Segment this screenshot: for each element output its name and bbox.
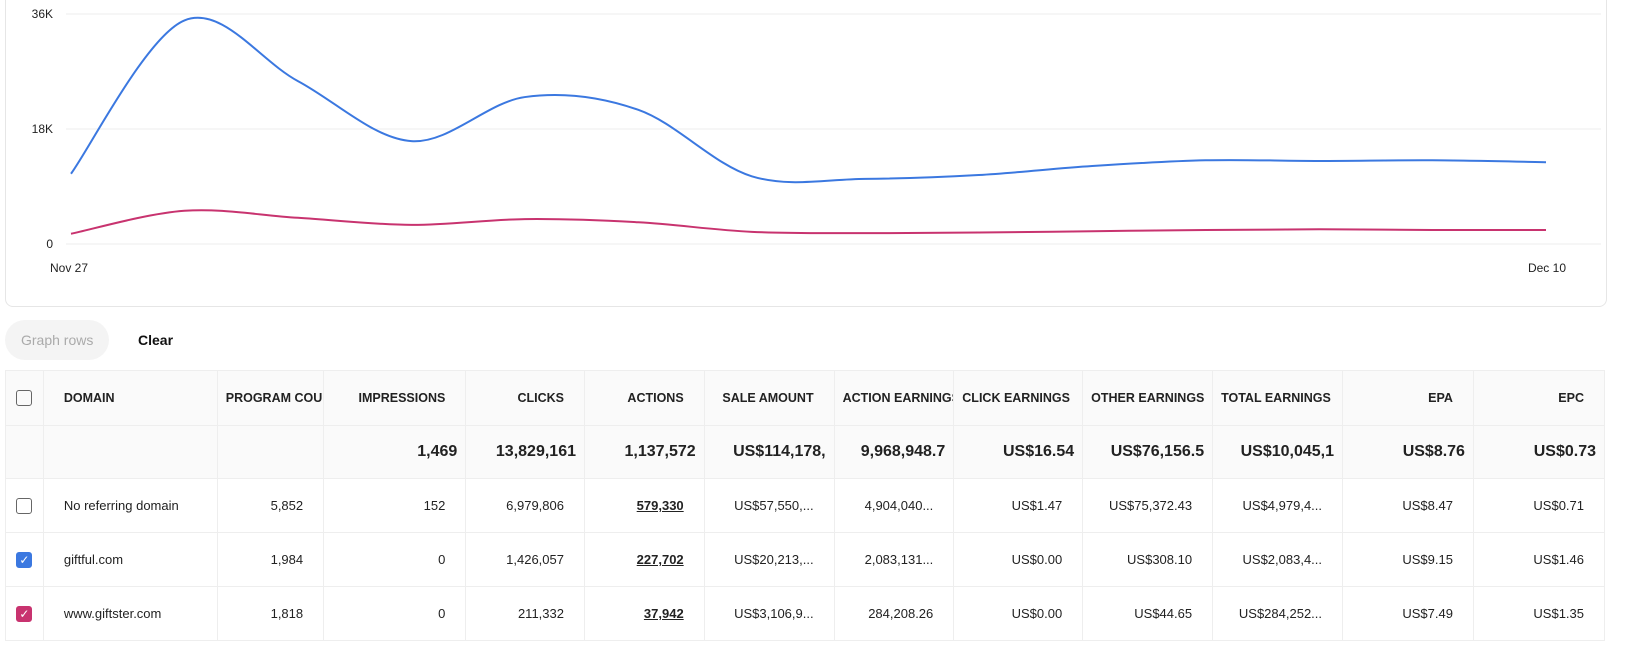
table-cell: www.giftster.com [42,586,218,641]
actions-link-text[interactable]: 227,702 [636,552,684,567]
select-all-checkbox[interactable] [5,370,44,426]
table-cell: 6,979,806 [465,478,585,533]
column-header-clicks[interactable]: CLICKS [465,370,585,426]
table-cell: US$1.46 [1472,532,1606,587]
row-checkbox[interactable] [5,478,44,533]
series-line-1 [70,209,1547,235]
table-cell: US$75,372.43 [1082,478,1214,533]
table-cell: 5,852 [216,478,325,533]
table-cell: 2,083,131... [833,532,955,587]
table-cell: US$7.49 [1342,586,1474,641]
total-cell: 9,968,948.7 [833,425,955,479]
column-header-other-earnings[interactable]: OTHER EARNINGS [1082,370,1214,426]
table-cell: US$284,252... [1212,586,1344,641]
x-tick-label: Nov 27 [50,261,88,275]
column-header-click-earnings[interactable]: CLICK EARNINGS [953,370,1084,426]
table-cell: 1,426,057 [465,532,585,587]
column-header-epc[interactable]: EPC [1472,370,1606,426]
total-cell: 1,469 [323,425,467,479]
table-cell: US$1.35 [1472,586,1606,641]
table-cell: US$2,083,4... [1212,532,1344,587]
table-cell: giftful.com [42,532,218,587]
column-header-program-count[interactable]: PROGRAM COUNT [216,370,325,426]
x-tick-label: Dec 10 [1528,261,1566,275]
graph-rows-button[interactable]: Graph rows [5,320,110,360]
table-row: ✓ www.giftster.com 1,818 0 211,332 37,942 US$3… [5,586,1606,641]
table-cell: 1,818 [216,586,325,641]
actions-link[interactable]: 227,702 [583,532,705,587]
line-chart: 36K 18K 0 Nov 27 Dec 10 [32,7,1601,275]
table-row: ✓ giftful.com 1,984 0 1,426,057 227,702 US$20,… [5,532,1606,587]
table-cell: US$57,550,... [703,478,835,533]
table-cell: 211,332 [465,586,585,641]
table-cell: 4,904,040... [833,478,955,533]
table-cell: US$8.47 [1342,478,1474,533]
table-cell: 0 [323,586,467,641]
total-cell: US$114,178, [703,425,835,479]
actions-link[interactable]: 37,942 [583,586,705,641]
column-header-total-earnings[interactable]: TOTAL EARNINGS [1212,370,1344,426]
y-tick-label: 18K [32,122,53,136]
y-tick-label: 36K [32,7,53,21]
table-cell: US$0.71 [1472,478,1606,533]
actions-link[interactable]: 579,330 [583,478,705,533]
table-cell: US$308.10 [1082,532,1214,587]
table-cell: US$9.15 [1342,532,1474,587]
table-cell: US$1.47 [953,478,1084,533]
column-header-sale-amount[interactable]: SALE AMOUNT [703,370,835,426]
column-header-impressions[interactable]: IMPRESSIONS [323,370,467,426]
total-cell: US$10,045,1 [1212,425,1344,479]
table-cell: 284,208.26 [833,586,955,641]
actions-link-text[interactable]: 579,330 [636,498,684,513]
table-cell: 152 [323,478,467,533]
table-cell: US$44.65 [1082,586,1214,641]
table-cell: US$20,213,... [703,532,835,587]
table-cell: US$3,106,9... [703,586,835,641]
chart-card: 36K 18K 0 Nov 27 Dec 10 [5,0,1607,307]
total-cell: 13,829,161 [465,425,585,479]
table-cell: US$0.00 [953,532,1084,587]
column-header-action-earnings[interactable]: ACTION EARNINGS [833,370,955,426]
total-cell: US$16.54 [953,425,1084,479]
series-line-0 [70,16,1547,184]
total-cell: US$0.73 [1472,425,1606,479]
total-cell [216,425,325,479]
total-cell [42,425,218,479]
row-checkbox[interactable]: ✓ [5,532,44,587]
total-cell: 1,137,572 [583,425,705,479]
column-header-epa[interactable]: EPA [1342,370,1474,426]
table-cell: US$0.00 [953,586,1084,641]
table-cell: No referring domain [42,478,218,533]
clear-button[interactable]: Clear [138,332,174,348]
table-row: No referring domain 5,852 152 6,979,806 579,… [5,478,1606,533]
total-cell: US$76,156.5 [1082,425,1214,479]
table-cell: 1,984 [216,532,325,587]
table-cell: 0 [323,532,467,587]
y-tick-label: 0 [46,237,53,251]
table-cell: US$4,979,4... [1212,478,1344,533]
total-cell: US$8.76 [1342,425,1474,479]
totals-row: 1,469 13,829,161 1,137,572 US$114,178, 9,968… [5,425,1606,479]
column-header-actions[interactable]: ACTIONS [583,370,705,426]
row-checkbox[interactable]: ✓ [5,586,44,641]
actions-link-text[interactable]: 37,942 [643,606,684,621]
column-header-domain[interactable]: DOMAIN [42,370,218,426]
